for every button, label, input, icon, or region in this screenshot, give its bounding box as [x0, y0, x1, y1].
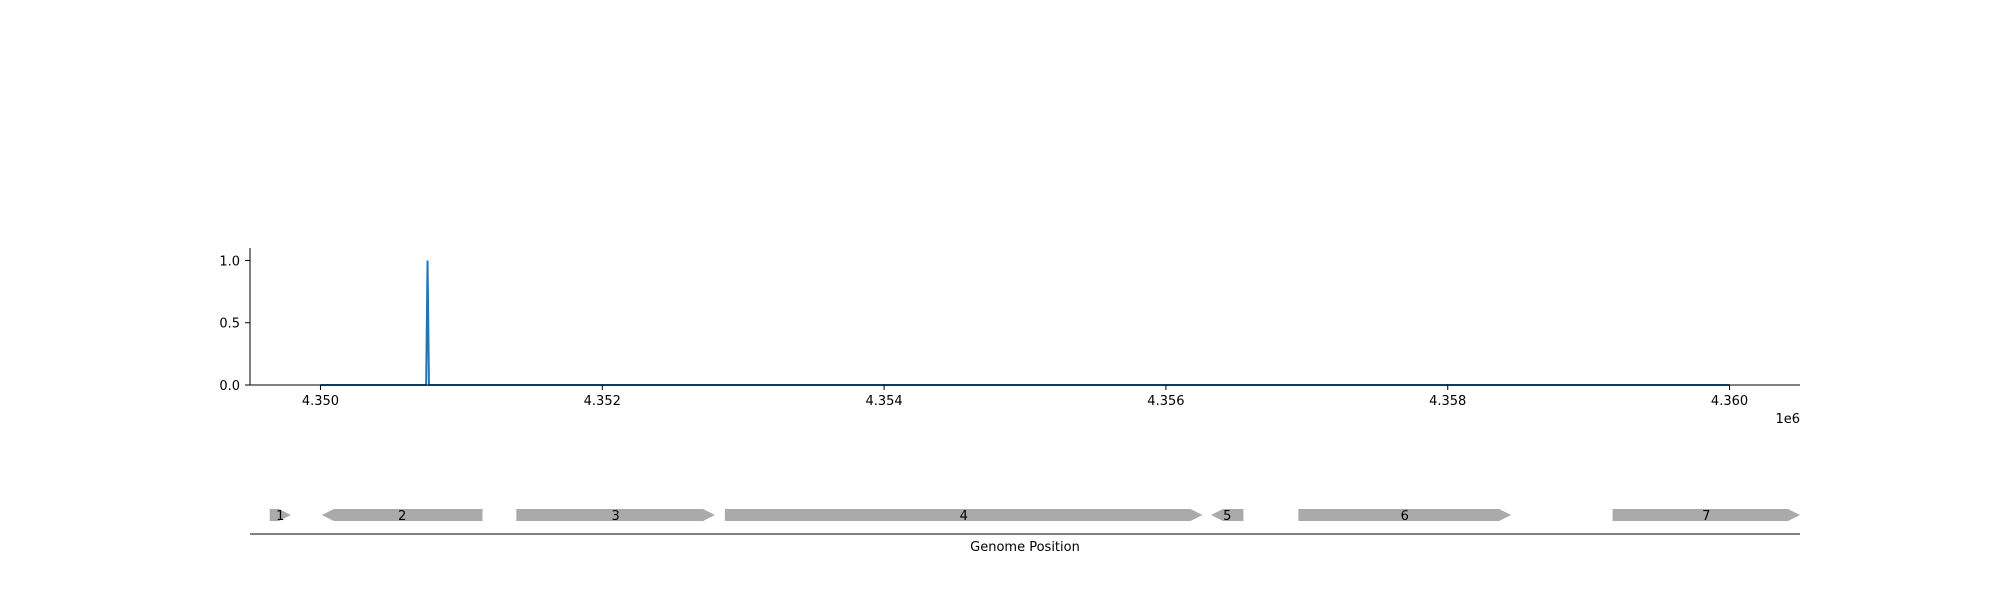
gene-arrow — [321, 509, 483, 521]
gene-arrow — [269, 509, 291, 521]
y-axis-ticks: 0.0 0.5 1.0 — [219, 254, 250, 394]
signal-plot: 0.0 0.5 1.0 4.350 4.352 4.354 4.356 4.358 4.360… — [219, 248, 1800, 427]
x-tick-label: 4.350 — [302, 394, 339, 409]
gene-feature: 2 — [321, 509, 483, 524]
gene-feature: 1 — [269, 509, 291, 524]
x-tick-label: 4.354 — [865, 394, 902, 409]
gene-label: 2 — [398, 509, 406, 524]
gene-label: 5 — [1223, 509, 1231, 524]
x-axis-ticks: 4.350 4.352 4.354 4.356 4.358 4.360 — [302, 385, 1748, 409]
gene-arrow — [724, 509, 1203, 521]
gene-label: 1 — [276, 509, 284, 524]
gene-feature: 7 — [1612, 509, 1800, 524]
gene-label: 4 — [960, 509, 968, 524]
gene-feature: 6 — [1298, 509, 1512, 524]
gene-arrow — [1298, 509, 1512, 521]
gene-label: 6 — [1401, 509, 1409, 524]
gene-label: 3 — [612, 509, 620, 524]
gene-track: 1 2 3 4 5 6 7 Genome Position — [250, 509, 1800, 555]
y-tick-label: 0.5 — [219, 317, 240, 332]
x-tick-label: 4.356 — [1147, 394, 1184, 409]
y-tick-label: 1.0 — [219, 254, 240, 269]
gene-label: 7 — [1702, 509, 1710, 524]
gene-arrow — [1612, 509, 1800, 521]
x-axis-label: Genome Position — [970, 540, 1080, 555]
signal-line — [320, 260, 1730, 386]
x-tick-label: 4.358 — [1429, 394, 1466, 409]
gene-feature: 5 — [1211, 509, 1244, 524]
x-tick-label: 4.352 — [584, 394, 621, 409]
x-tick-label: 4.360 — [1711, 394, 1748, 409]
gene-arrow — [516, 509, 715, 521]
gene-feature: 3 — [516, 509, 715, 524]
gene-feature: 4 — [724, 509, 1203, 524]
gene-features: 1 2 3 4 5 6 7 — [269, 509, 1800, 524]
signal-series — [320, 260, 1730, 386]
gene-arrow — [1211, 509, 1244, 521]
x-axis-offset-label: 1e6 — [1775, 412, 1800, 427]
y-tick-label: 0.0 — [219, 379, 240, 394]
